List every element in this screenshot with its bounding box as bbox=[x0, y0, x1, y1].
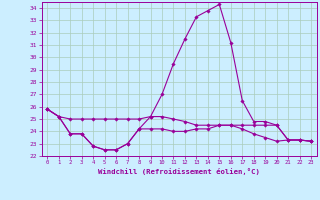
X-axis label: Windchill (Refroidissement éolien,°C): Windchill (Refroidissement éolien,°C) bbox=[98, 168, 260, 175]
